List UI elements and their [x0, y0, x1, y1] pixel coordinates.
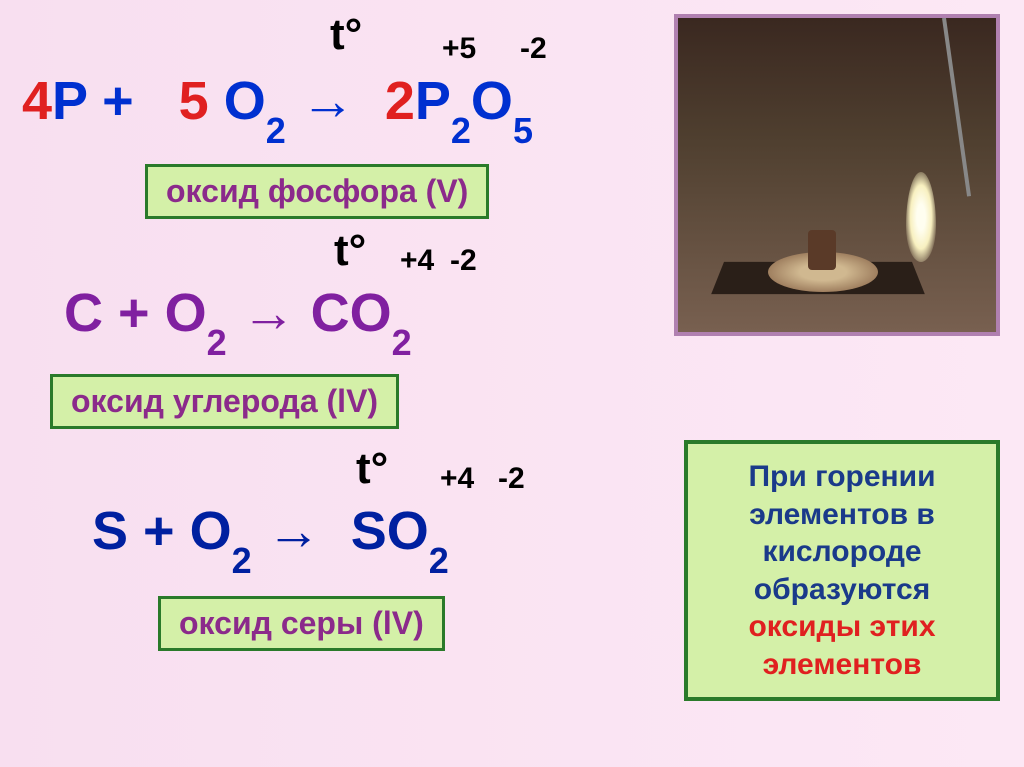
- slide-content: t° +5 -2 4P + 5 O2 → 2P2O5 оксид фосфора…: [0, 0, 1024, 767]
- photo-sample: [808, 230, 836, 270]
- eq2-oxidation-o: -2: [450, 244, 477, 278]
- eq1-oxidation-o: -2: [520, 32, 547, 66]
- eq2-arrow: →: [242, 283, 296, 343]
- eq1-prod1: P: [415, 71, 451, 131]
- info-line3: кислороде: [762, 535, 921, 568]
- eq3-sub2: 2: [232, 540, 252, 581]
- eq2-label: оксид углерода (lV): [50, 374, 399, 429]
- info-line4: образуются: [754, 573, 930, 606]
- eq3-oxidation-o: -2: [498, 462, 525, 496]
- eq2-oxidation-c: +4: [400, 244, 434, 278]
- eq1-plus: +: [102, 71, 134, 131]
- eq3-prod2: O: [387, 501, 429, 561]
- eq3-psub: 2: [429, 540, 449, 581]
- info-line6: элементов: [763, 648, 922, 681]
- info-line5: оксиды этих: [748, 610, 935, 643]
- eq1-arrow: →: [301, 71, 355, 131]
- eq1-formula: 4P + 5 O2 → 2P2O5: [22, 70, 533, 140]
- eq2-prod1: C: [311, 283, 350, 343]
- eq3-plus: +: [143, 501, 175, 561]
- eq1-el2: O: [224, 71, 266, 131]
- eq1-el1: P: [52, 71, 87, 131]
- eq3-el1: S: [92, 501, 128, 561]
- eq1-psub1: 2: [451, 110, 471, 151]
- eq3-el2: O: [190, 501, 232, 561]
- photo-stick: [942, 18, 971, 197]
- eq1-label: оксид фосфора (V): [145, 164, 489, 219]
- eq1-temperature: t°: [330, 10, 362, 60]
- eq1-coef1: 4: [22, 71, 52, 131]
- info-box: При горении элементов в кислороде образу…: [684, 440, 1000, 701]
- eq3-prod1: S: [351, 501, 387, 561]
- eq1-sub2: 2: [266, 110, 286, 151]
- eq1-coef2: 5: [179, 71, 209, 131]
- eq2-el2: O: [165, 283, 207, 343]
- experiment-photo: [674, 14, 1000, 336]
- eq2-el1: C: [64, 283, 103, 343]
- info-line2: элементов в: [749, 498, 935, 531]
- eq3-label: оксид серы (lV): [158, 596, 445, 651]
- eq1-coef3: 2: [385, 71, 415, 131]
- eq1-prod2: O: [471, 71, 513, 131]
- eq2-psub: 2: [392, 322, 412, 363]
- eq1-psub2: 5: [513, 110, 533, 151]
- eq3-arrow: →: [267, 501, 321, 561]
- eq2-plus: +: [118, 283, 150, 343]
- eq3-oxidation-s: +4: [440, 462, 474, 496]
- photo-flame: [906, 172, 936, 262]
- eq2-temperature: t°: [334, 226, 366, 276]
- eq3-temperature: t°: [356, 444, 388, 494]
- eq2-prod2: O: [350, 283, 392, 343]
- info-line1: При горении: [748, 460, 935, 493]
- eq1-oxidation-p: +5: [442, 32, 476, 66]
- eq2-sub2: 2: [207, 322, 227, 363]
- eq3-formula: S + O2 → SO2: [92, 500, 449, 570]
- eq2-formula: C + O2 → CO2: [64, 282, 412, 352]
